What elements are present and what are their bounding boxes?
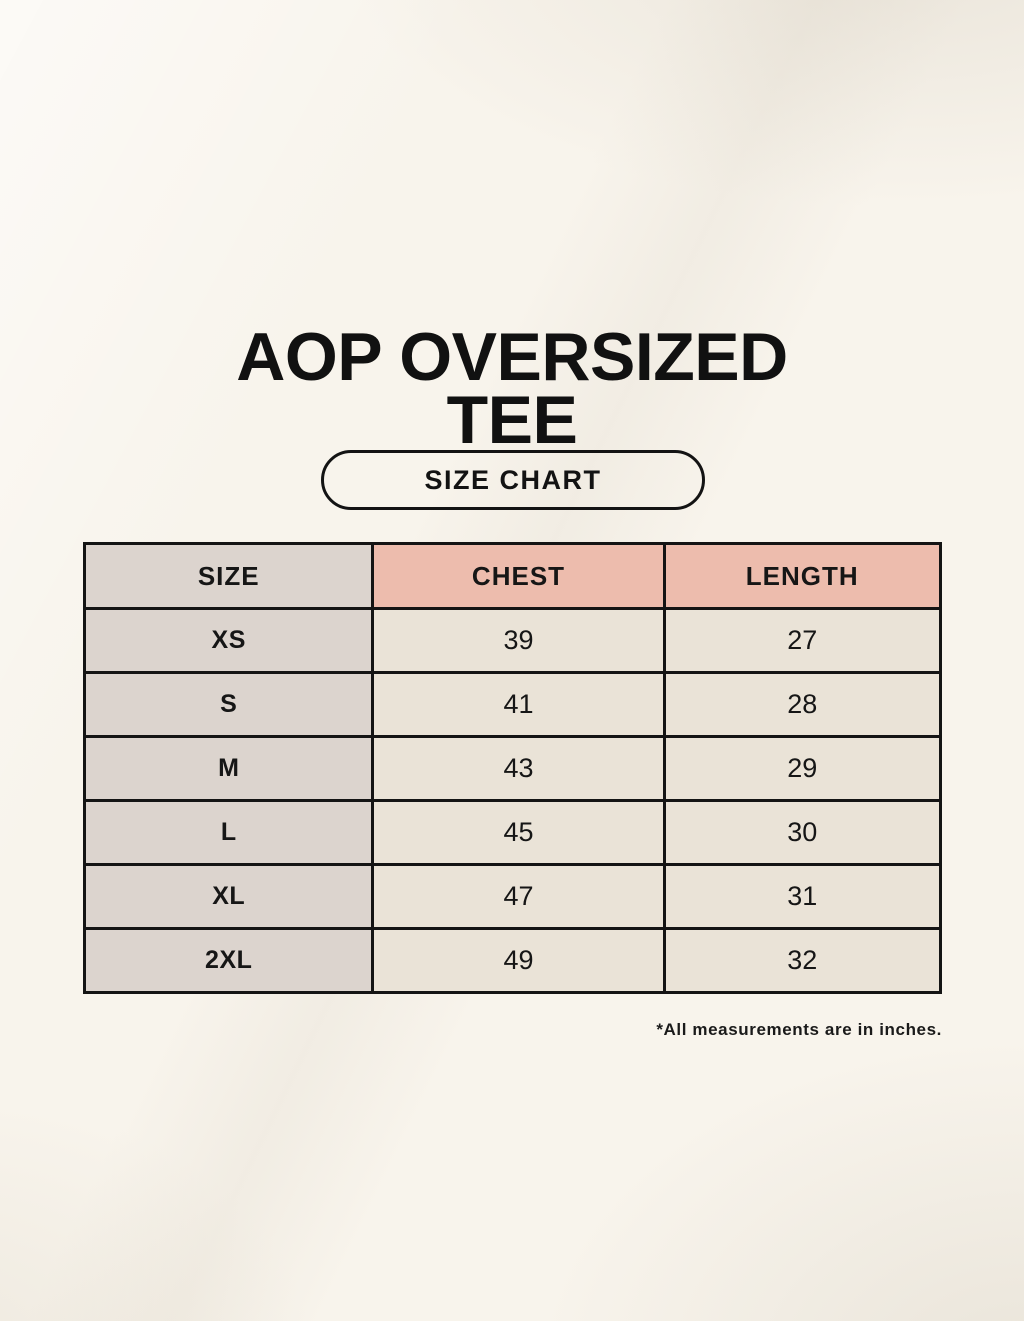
table-row: XS 39 27 [82, 607, 942, 674]
table-row: M 43 29 [82, 735, 942, 802]
chest-value-cell: 47 [371, 863, 666, 930]
chest-value-cell: 41 [371, 671, 666, 738]
column-header-length: LENGTH [662, 542, 942, 610]
length-value-cell: 31 [662, 863, 942, 930]
table-row: L 45 30 [82, 799, 942, 866]
size-chart-table: SIZE CHEST LENGTH XS 39 27 S 41 28 M 43 29 L 45 30 X… [82, 542, 942, 994]
chest-value-cell: 43 [371, 735, 666, 802]
table-row: XL 47 31 [82, 863, 942, 930]
size-chart-button-label: SIZE CHART [424, 464, 602, 495]
size-chart-table-container: SIZE CHEST LENGTH XS 39 27 S 41 28 M 43 29 L 45 30 X… [82, 542, 942, 994]
table-row: S 41 28 [82, 671, 942, 738]
length-value-cell: 29 [662, 735, 942, 802]
size-label-cell: S [82, 671, 375, 738]
page-title: AOP OVERSIZED TEE [0, 323, 1024, 454]
size-chart-button[interactable]: SIZE CHART [321, 450, 705, 510]
length-value-cell: 28 [662, 671, 942, 738]
chest-value-cell: 45 [371, 799, 666, 866]
page-title-line-1: AOP OVERSIZED [236, 318, 788, 395]
size-label-cell: 2XL [82, 927, 375, 994]
size-label-cell: L [82, 799, 375, 866]
size-table-body: XS 39 27 S 41 28 M 43 29 L 45 30 XL 47 31 2XL 49 32 [82, 607, 942, 994]
size-label-cell: XS [82, 607, 375, 674]
table-row: 2XL 49 32 [82, 927, 942, 994]
column-header-chest: CHEST [371, 542, 666, 610]
table-header-row: SIZE CHEST LENGTH [82, 542, 942, 610]
column-header-size: SIZE [82, 542, 375, 610]
page-title-line-2: TEE [446, 381, 578, 458]
chest-value-cell: 49 [371, 927, 666, 994]
size-label-cell: XL [82, 863, 375, 930]
length-value-cell: 27 [662, 607, 942, 674]
chest-value-cell: 39 [371, 607, 666, 674]
measurements-footnote: *All measurements are in inches. [656, 1020, 942, 1039]
length-value-cell: 32 [662, 927, 942, 994]
length-value-cell: 30 [662, 799, 942, 866]
size-label-cell: M [82, 735, 375, 802]
